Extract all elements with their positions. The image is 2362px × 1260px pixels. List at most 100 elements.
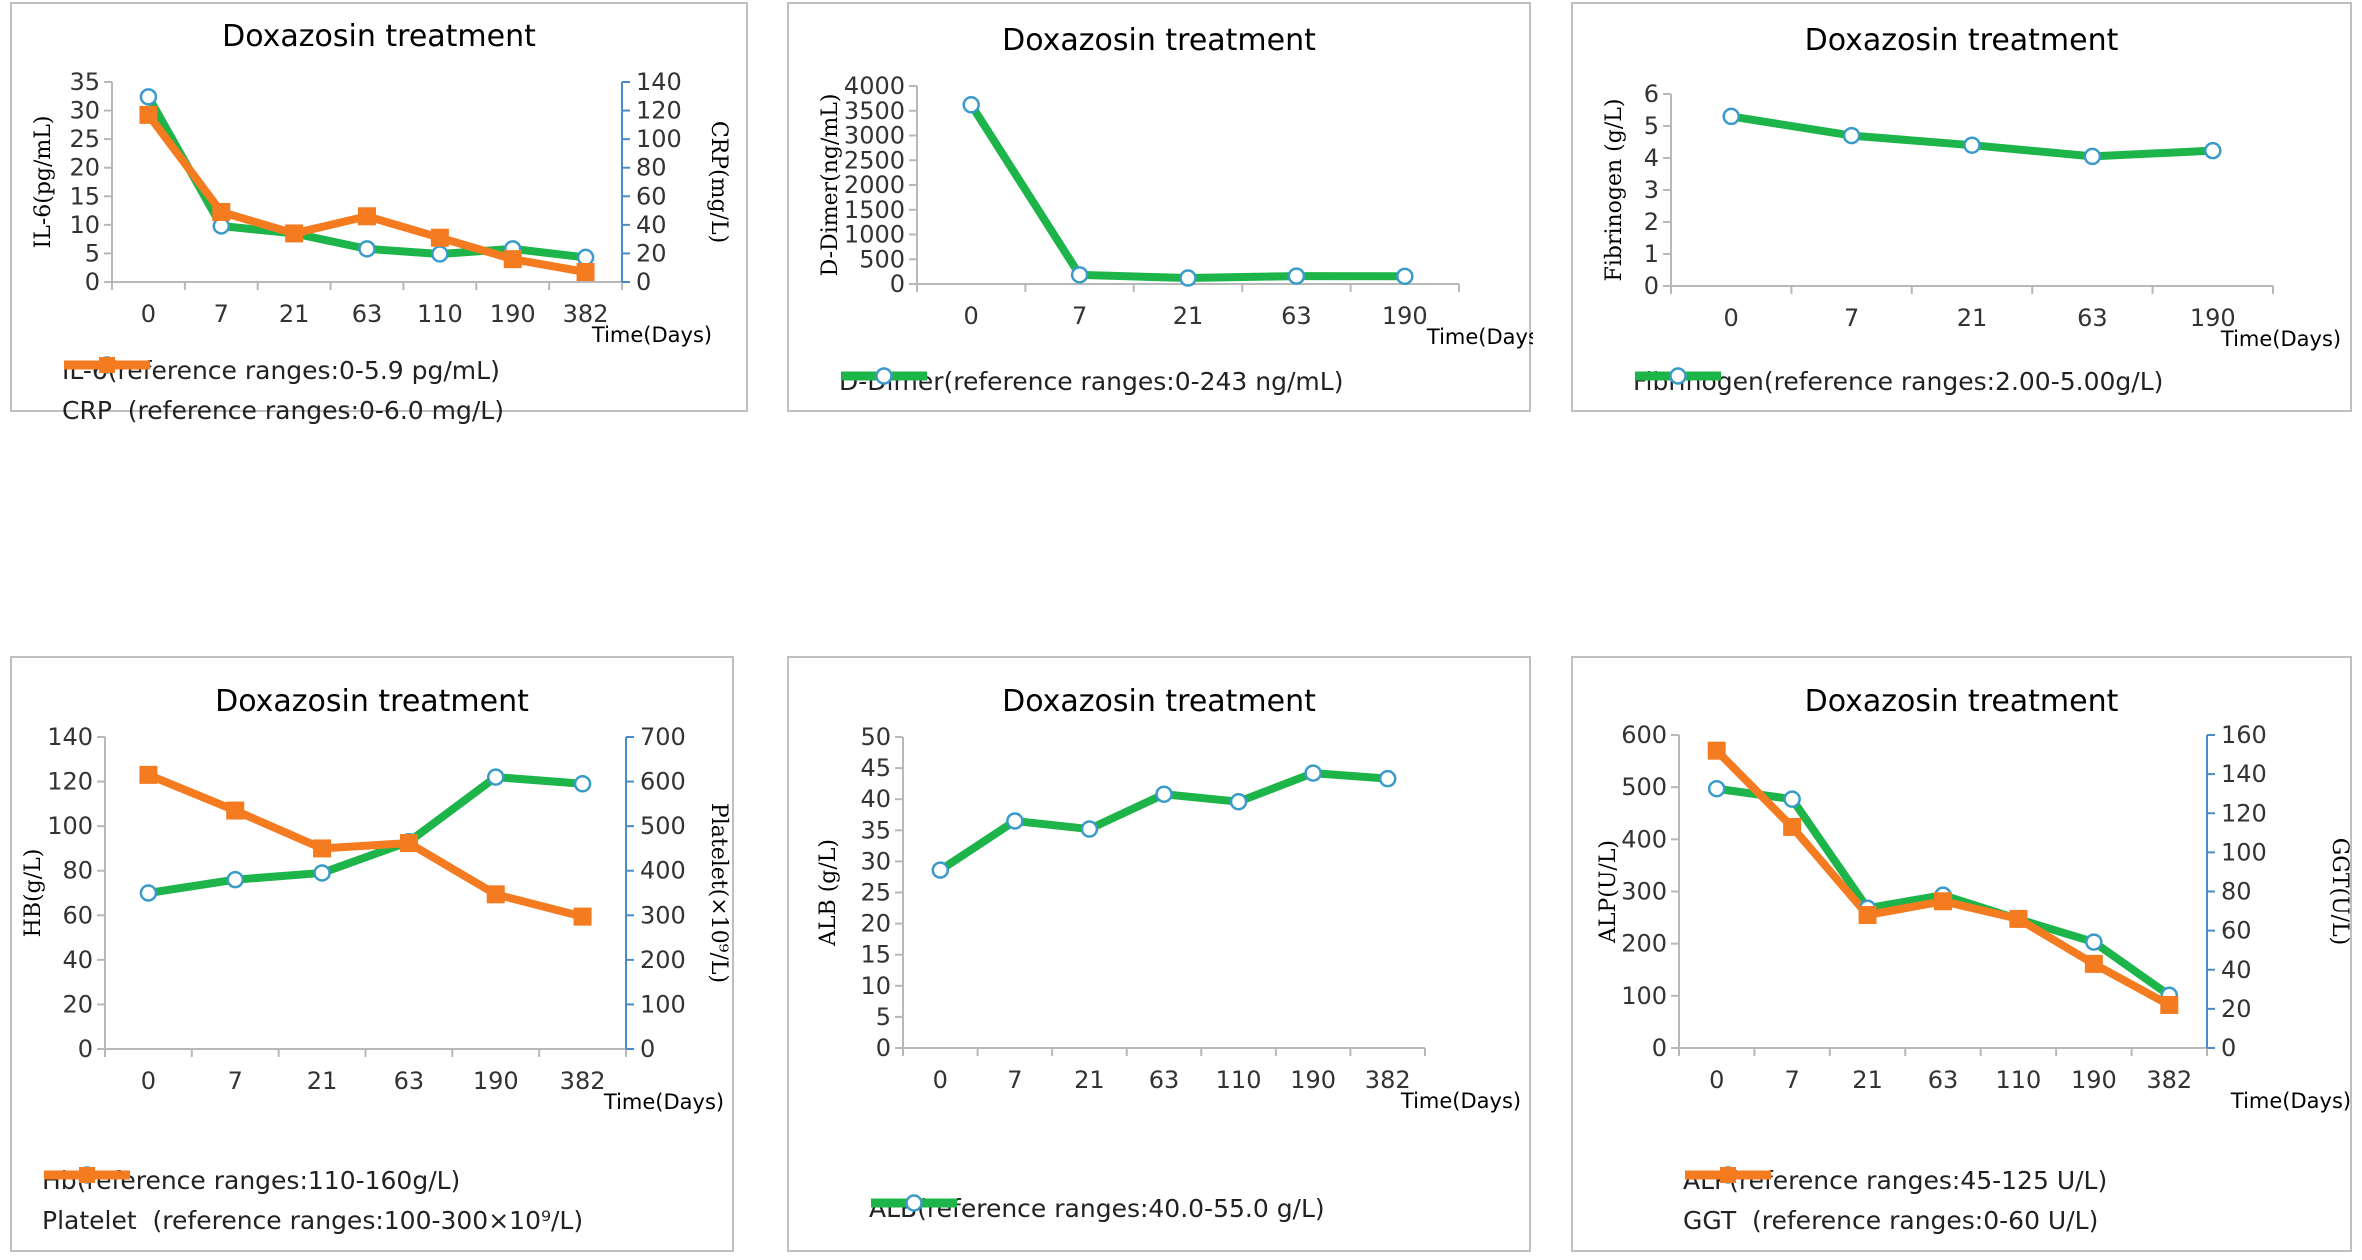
y-tick-label: 0 — [890, 270, 905, 298]
y2-tick-label: 140 — [2221, 760, 2267, 788]
x-axis-title: Time(Days) — [591, 323, 712, 347]
y-tick-label: 25 — [860, 879, 891, 907]
legend-item-alb: ALB(reference ranges:40.0-55.0 g/L) — [869, 1188, 1325, 1228]
y-tick-label: 5 — [1644, 112, 1659, 140]
chart-title: Doxazosin treatment — [1002, 684, 1316, 719]
data-point — [431, 245, 449, 263]
y2-tick-label: 0 — [636, 268, 651, 296]
x-tick-label: 63 — [1149, 1066, 1180, 1094]
y-tick-label: 0 — [85, 268, 100, 296]
series-line — [967, 100, 1409, 283]
y2-tick-label: 40 — [636, 211, 667, 239]
x-tick-label: 0 — [141, 300, 156, 328]
x-axis-title: Time(Days) — [2220, 327, 2341, 351]
data-point — [1842, 126, 1861, 145]
y2-tick-label: 300 — [640, 901, 686, 929]
x-tick-label: 0 — [1724, 304, 1739, 332]
y-tick-label: 35 — [860, 816, 891, 844]
legend-label: CRP (reference ranges:0-6.0 mg/L) — [62, 395, 504, 425]
x-tick-label: 63 — [1281, 302, 1312, 330]
legend-label: GGT (reference ranges:0-60 U/L) — [1683, 1205, 2099, 1235]
y-tick-label: 200 — [1621, 930, 1667, 958]
data-point — [226, 801, 245, 820]
legend-circle-marker-icon — [1635, 367, 1721, 385]
x-tick-label: 21 — [307, 1067, 338, 1095]
chart-title: Doxazosin treatment — [215, 684, 529, 719]
x-tick-label: 7 — [228, 1067, 243, 1095]
chart-svg: 0 5 10 15 20 25 30 35 40 45 50 0 7 21 63 110 190 382Time(… — [816, 723, 1521, 1113]
data-point — [2204, 141, 2222, 160]
y2-tick-label: 500 — [640, 812, 686, 840]
data-point — [1396, 267, 1414, 286]
chart-title: Doxazosin treatment — [222, 19, 536, 54]
data-point — [1783, 790, 1801, 808]
x-tick-label: 7 — [1007, 1066, 1022, 1094]
y-tick-label: 20 — [69, 154, 100, 182]
chart-legend: Hb(reference ranges:110-160g/L) Platelet… — [42, 1160, 583, 1240]
y-tick-label: 20 — [860, 910, 891, 938]
chart-legend: ALB(reference ranges:40.0-55.0 g/L) — [869, 1188, 1325, 1228]
y-tick-label: 2000 — [844, 171, 905, 199]
data-point — [1304, 764, 1322, 782]
y-tick-label: 25 — [69, 125, 100, 153]
y-axis-title: Fibrinogen (g/L) — [1602, 99, 1627, 282]
chart-legend: ALP(reference ranges:45-125 U/L) GGT (re… — [1683, 1160, 2107, 1240]
y2-tick-label: 600 — [640, 768, 686, 796]
legend-item-d-dimer: D-Dimer(reference ranges:0-243 ng/mL) — [839, 361, 1343, 401]
series-line — [144, 770, 587, 921]
y-tick-label: 100 — [47, 812, 93, 840]
y-tick-label: 5 — [85, 239, 100, 267]
data-point — [576, 263, 595, 281]
x-tick-label: 7 — [1785, 1066, 1800, 1094]
x-tick-label: 63 — [2077, 304, 2108, 332]
y-tick-label: 50 — [860, 723, 891, 751]
chart-legend: IL-6(reference ranges:0-5.9 pg/mL) CRP (… — [62, 350, 504, 430]
x-tick-label: 190 — [1290, 1066, 1336, 1094]
x-tick-label: 7 — [1844, 304, 1859, 332]
data-point — [1722, 107, 1740, 126]
x-tick-label: 190 — [1382, 302, 1428, 330]
y2-tick-label: 120 — [2221, 799, 2267, 827]
y-tick-label: 5 — [876, 1003, 891, 1031]
y-tick-label: 0 — [78, 1035, 93, 1063]
y-tick-label: 35 — [69, 68, 100, 96]
y2-tick-label: 80 — [2221, 878, 2252, 906]
legend-label: Hb(reference ranges:110-160g/L) — [42, 1165, 461, 1195]
legend-item-crp: CRP (reference ranges:0-6.0 mg/L) — [62, 357, 504, 430]
y2-axis-title: CRP(mg/L) — [706, 121, 731, 243]
x-tick-label: 7 — [1072, 302, 1087, 330]
y2-tick-label: 160 — [2221, 721, 2267, 749]
legend-item-ggt: GGT (reference ranges:0-60 U/L) — [1683, 1167, 2107, 1240]
data-point — [962, 96, 980, 114]
data-point — [1707, 741, 1726, 760]
legend-label: ALB(reference ranges:40.0-55.0 g/L) — [869, 1193, 1325, 1223]
x-tick-label: 190 — [2190, 304, 2236, 332]
chart-panel-alb: Doxazosin treatment 0 5 10 15 20 25 30 35 40 45 50… — [787, 656, 1531, 1252]
x-axis-title: Time(Days) — [603, 1090, 724, 1114]
y-tick-label: 20 — [62, 990, 93, 1018]
series-line — [144, 92, 590, 262]
y-tick-label: 0 — [876, 1034, 891, 1062]
data-point — [1707, 779, 1726, 798]
legend-square-marker-icon — [1685, 1167, 1771, 1183]
x-tick-label: 0 — [141, 1067, 156, 1095]
y-tick-label: 2500 — [844, 146, 905, 174]
y-axis-title: D-Dimer(ng/mL) — [818, 94, 843, 277]
data-point — [1179, 269, 1197, 287]
x-tick-label: 21 — [1957, 304, 1988, 332]
data-point — [1378, 769, 1397, 788]
data-point — [139, 88, 158, 106]
y-tick-label: 45 — [860, 754, 891, 782]
y2-axis-title: GGT(U/L) — [2327, 838, 2352, 946]
chart-legend: Fibrinogen(reference ranges:2.00-5.00g/L… — [1633, 361, 2163, 401]
data-point — [573, 907, 592, 926]
x-tick-label: 7 — [214, 300, 229, 328]
data-point — [226, 870, 244, 889]
data-point — [2160, 995, 2179, 1014]
y2-tick-label: 0 — [640, 1035, 655, 1063]
y-tick-label: 30 — [860, 847, 891, 875]
x-tick-label: 21 — [279, 300, 310, 328]
data-point — [1229, 792, 1248, 811]
data-point — [1287, 267, 1306, 285]
